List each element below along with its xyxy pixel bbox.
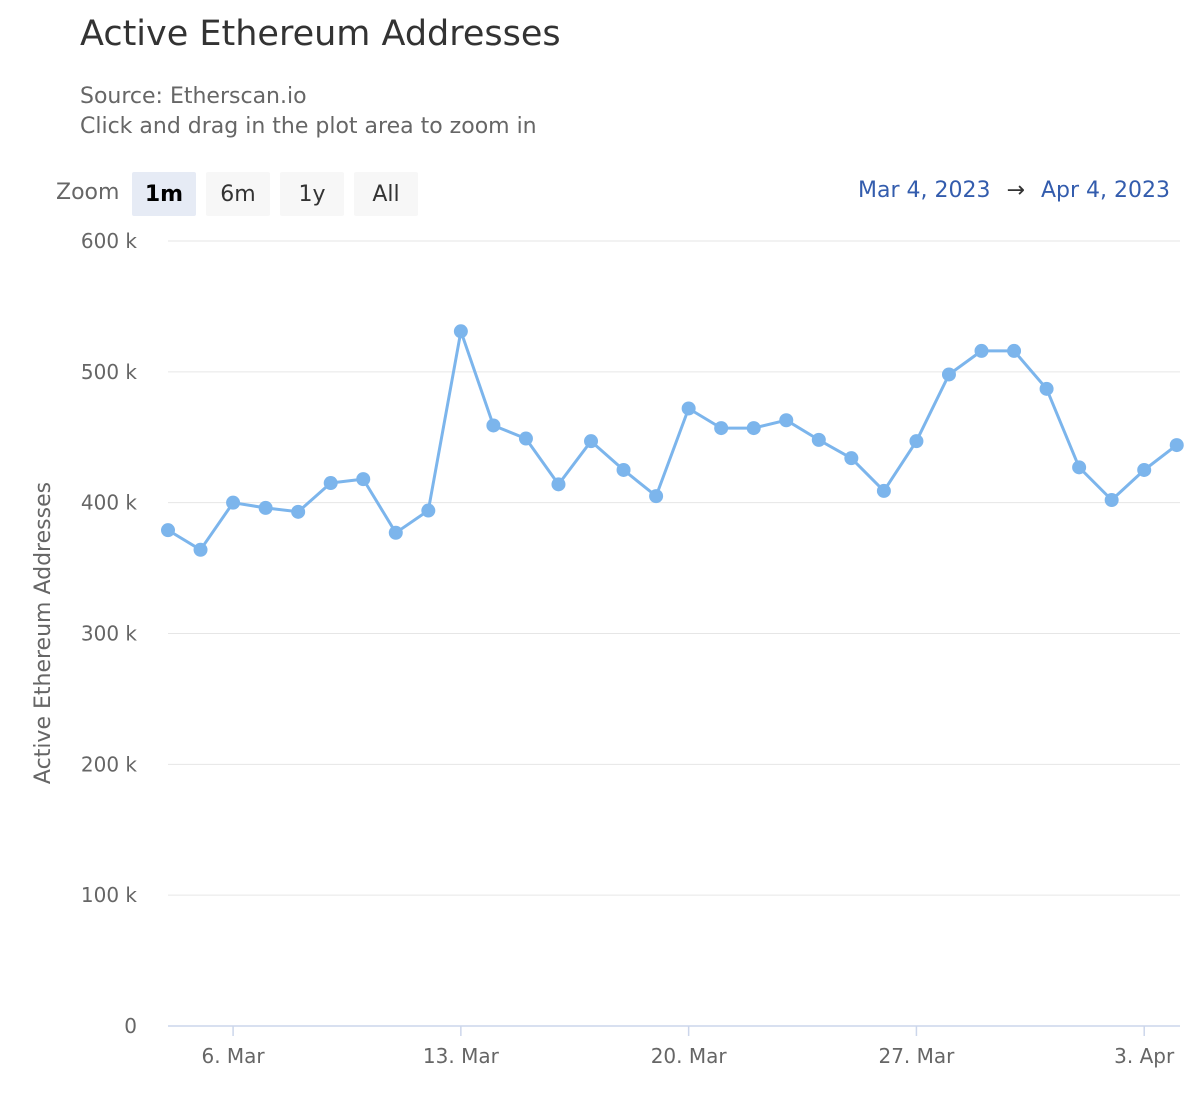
x-tick-label: 20. Mar — [651, 1044, 728, 1068]
data-point[interactable] — [941, 367, 956, 382]
zoom-1y-button[interactable]: 1y — [280, 172, 344, 216]
x-tick-label: 3. Apr — [1114, 1044, 1175, 1068]
data-point[interactable] — [1039, 381, 1054, 396]
data-point[interactable] — [811, 432, 826, 447]
zoom-1m-button[interactable]: 1m — [132, 172, 196, 216]
data-point[interactable] — [1007, 343, 1022, 358]
data-point[interactable] — [356, 472, 371, 487]
x-tick-label: 13. Mar — [423, 1044, 500, 1068]
source-text: Source: Etherscan.io — [80, 84, 307, 109]
y-tick-label: 400 k — [81, 491, 138, 515]
range-arrow-icon: → — [1006, 178, 1025, 203]
grid-lines — [168, 240, 1180, 896]
data-point[interactable] — [974, 343, 989, 358]
data-point[interactable] — [909, 434, 924, 449]
series — [161, 324, 1184, 557]
range-from-input[interactable]: Mar 4, 2023 — [858, 178, 991, 203]
data-point[interactable] — [1072, 460, 1087, 475]
date-range: Mar 4, 2023 → Apr 4, 2023 — [858, 178, 1170, 203]
y-tick-label: 200 k — [81, 752, 138, 776]
y-tick-label: 500 k — [81, 360, 138, 384]
zoom-all-button[interactable]: All — [354, 172, 418, 216]
data-point[interactable] — [616, 462, 631, 477]
data-point[interactable] — [388, 525, 403, 540]
data-point[interactable] — [876, 483, 891, 498]
data-point[interactable] — [1104, 493, 1119, 508]
data-point[interactable] — [779, 413, 794, 428]
zoom-hint-text: Click and drag in the plot area to zoom … — [80, 114, 537, 139]
range-to-input[interactable]: Apr 4, 2023 — [1040, 178, 1170, 203]
data-point[interactable] — [226, 495, 241, 510]
x-tick-label: 27. Mar — [878, 1044, 955, 1068]
data-point[interactable] — [584, 434, 599, 449]
data-point[interactable] — [258, 500, 273, 515]
data-point[interactable] — [844, 451, 859, 466]
zoom-6m-button[interactable]: 6m — [206, 172, 270, 216]
data-point[interactable] — [421, 503, 436, 518]
data-point[interactable] — [1169, 438, 1184, 453]
data-point[interactable] — [714, 421, 729, 436]
data-point[interactable] — [746, 421, 761, 436]
y-tick-label: 100 k — [81, 883, 138, 907]
data-point[interactable] — [518, 431, 533, 446]
y-axis-title: Active Ethereum Addresses — [31, 482, 56, 784]
data-point[interactable] — [681, 401, 696, 416]
data-point[interactable] — [486, 418, 501, 433]
data-point[interactable] — [291, 504, 306, 519]
axes: 0 100 k 200 k 300 k 400 k 500 k 600 k 6. Mar 13.… — [81, 229, 1180, 1068]
x-tick-label: 6. Mar — [201, 1044, 265, 1068]
data-point[interactable] — [193, 542, 208, 557]
data-point[interactable] — [1137, 462, 1152, 477]
zoom-label: Zoom — [56, 180, 120, 205]
chart-subtitle: Source: Etherscan.io Click and drag in t… — [80, 82, 537, 142]
data-point[interactable] — [551, 477, 566, 492]
data-point[interactable] — [323, 476, 338, 491]
y-tick-label: 600 k — [81, 229, 138, 253]
data-point[interactable] — [649, 489, 664, 504]
chart-title: Active Ethereum Addresses — [80, 14, 561, 54]
y-tick-label: 300 k — [81, 622, 138, 646]
data-point[interactable] — [453, 324, 468, 339]
series-line — [167, 329, 1178, 552]
data-point[interactable] — [161, 523, 175, 538]
y-tick-label: 0 — [124, 1014, 137, 1038]
